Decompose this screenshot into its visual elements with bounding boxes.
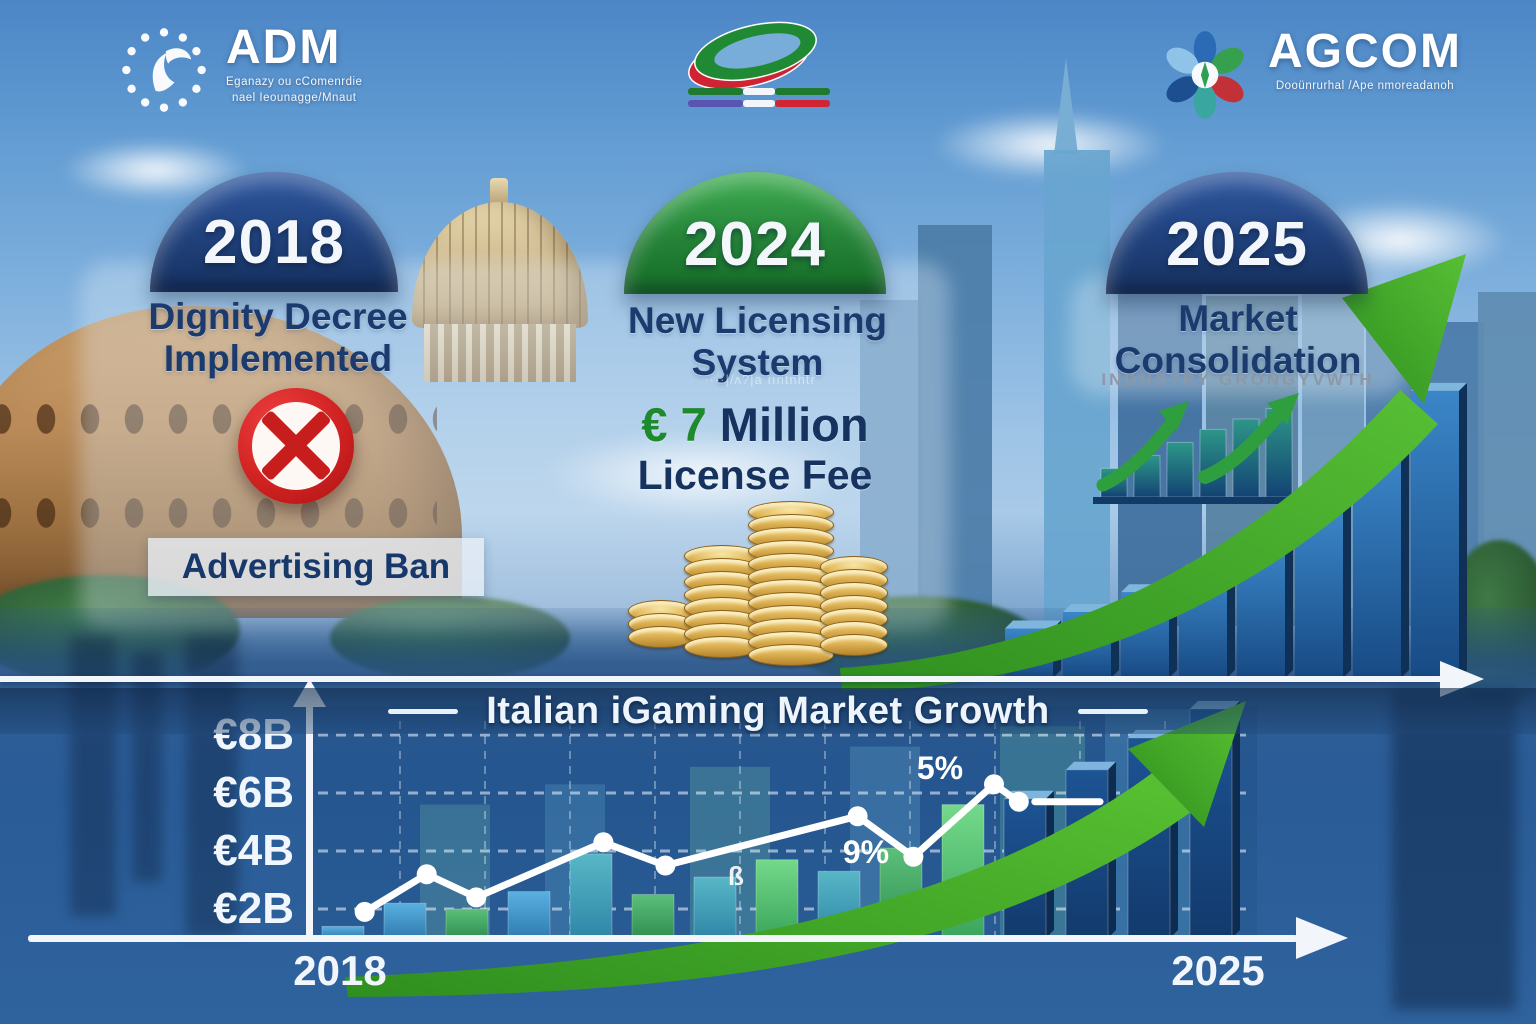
milestone-title-2025: Market Consolidation: [1058, 298, 1418, 382]
advertising-ban-banner: Advertising Ban: [148, 538, 484, 596]
agcom-logo: AGCOM Dooünrurhal /Ape nmoreadanoh: [1158, 28, 1462, 122]
watermark-text: ····|/ʌ?|a ııntnhtr: [704, 372, 816, 387]
y-axis: [306, 701, 313, 939]
coin-stack: [820, 556, 888, 656]
milestone-2024-line1: New Licensing: [627, 300, 888, 341]
annotation-9pct: 9%: [843, 834, 889, 870]
colosseum-arches: [0, 393, 437, 446]
x-axis: [28, 935, 1298, 942]
chart-title-band: Italian iGaming Market Growth: [0, 688, 1536, 734]
italian-swoosh-logo: [648, 20, 868, 117]
gold-coin: [820, 634, 888, 656]
milestone-2025-line1: Market: [1178, 298, 1298, 339]
divider-arrow-line: [0, 676, 1440, 682]
reflection: [1392, 690, 1516, 1010]
adm-title: ADM: [226, 21, 342, 74]
milestone-2018-line1: Dignity Decree: [148, 296, 408, 337]
industry-growth-subtitle: INDUSTRY GRONGYVWTH: [1101, 370, 1375, 389]
title-dash: [388, 708, 459, 714]
ytick-6b: €6B: [213, 768, 294, 817]
italian-swoosh-icon: [688, 21, 830, 107]
market-growth-chart: €8B €6B €4B €2B 2018 2025 5% 9% ß: [28, 679, 1348, 997]
x-axis-arrow: [1296, 917, 1348, 959]
mini-growth-chart-icon: [1093, 393, 1299, 504]
st-peters-dome-illustration: [412, 178, 588, 394]
prohibition-sign-icon: [238, 388, 354, 504]
adm-emblem-icon: [122, 28, 206, 112]
timeline-badge-2025: 2025: [1106, 172, 1368, 294]
upper-growth-bars: [840, 254, 1467, 690]
agcom-emblem-icon: [1166, 31, 1244, 119]
tower-spire: [1054, 58, 1078, 154]
adm-tagline-2: nael Ieounagge/Mnaut: [231, 92, 357, 104]
dome-lantern: [490, 178, 508, 208]
milestone-2025-line2: Consolidation: [1114, 340, 1362, 382]
building: [1044, 150, 1110, 630]
reflection: [186, 636, 238, 936]
agcom-title: AGCOM: [1268, 25, 1462, 78]
license-fee-amount-line: € 7 Million: [590, 398, 920, 452]
annotation-b: ß: [728, 861, 744, 891]
coin-stack: [684, 545, 760, 658]
gold-coin: [748, 644, 834, 666]
year-label-2024: 2024: [684, 210, 826, 279]
building: [918, 225, 992, 625]
ytick-4b: €4B: [213, 826, 294, 875]
title-dash: [1077, 708, 1148, 714]
reflection: [70, 636, 116, 916]
dome-drum: [424, 324, 576, 382]
advertising-ban-label: Advertising Ban: [181, 547, 451, 586]
fee-unit: Million: [719, 398, 869, 451]
milestone-title-2024: New Licensing System: [570, 300, 945, 384]
fee-amount: € 7: [641, 398, 707, 451]
year-label-2025: 2025: [1166, 210, 1308, 279]
milestone-title-2018: Dignity Decree Implemented: [88, 296, 468, 380]
timeline-badge-2018: 2018: [150, 172, 398, 292]
annotation-5pct: 5%: [917, 750, 963, 786]
license-fee-block: € 7 Million License Fee: [590, 398, 920, 499]
chart-title: Italian iGaming Market Growth: [486, 689, 1050, 732]
year-label-2018: 2018: [203, 208, 345, 277]
big-growth-arrow-upper: [840, 390, 1438, 690]
mini-trend-arrow: [1096, 412, 1182, 492]
milestone-2024-line2: System: [691, 342, 824, 384]
timeline-badge-2024: 2024: [624, 172, 886, 294]
coin-stack: [628, 600, 694, 648]
adm-tagline-1: Eganazy ou cComenrdie: [226, 76, 363, 88]
coin-stack: [748, 501, 834, 666]
license-fee-label: License Fee: [637, 452, 873, 499]
xtick-2018: 2018: [293, 947, 386, 994]
milestone-2018-line2: Implemented: [163, 338, 393, 380]
xtick-2025: 2025: [1171, 947, 1264, 994]
agcom-tagline: Dooünrurhal /Ape nmoreadanoh: [1275, 80, 1455, 92]
colosseum-arches: [0, 486, 437, 539]
ytick-2b: €2B: [213, 884, 294, 933]
adm-logo: ADM Eganazy ou cComenrdie nael Ieounagge…: [118, 24, 362, 116]
